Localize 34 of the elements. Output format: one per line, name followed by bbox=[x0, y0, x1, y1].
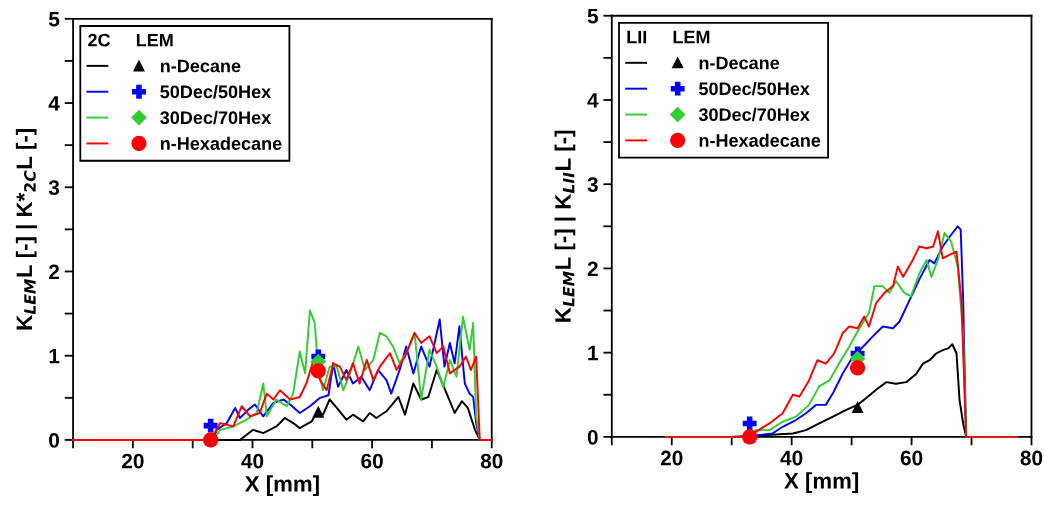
x-tick-label: 60 bbox=[900, 450, 923, 466]
y-tick-label: 1 bbox=[49, 348, 60, 364]
x-tick-label: 80 bbox=[1020, 450, 1043, 466]
x-axis-title: X [mm] bbox=[784, 472, 859, 493]
y-tick-label: 5 bbox=[587, 8, 599, 24]
y-axis-title: K$_{LEM}$L [-] | K$_{LII}$L [-] bbox=[554, 130, 576, 322]
y-tick-label: 3 bbox=[587, 177, 598, 192]
legend-label: 30Dec/70Hex bbox=[160, 110, 272, 125]
y-tick-label: 5 bbox=[48, 12, 60, 27]
legend-label: n-Decane bbox=[699, 56, 780, 70]
y-tick-label: 2 bbox=[587, 261, 598, 276]
y-tick-label: 1 bbox=[588, 345, 599, 361]
x-tick-label: 40 bbox=[780, 450, 803, 466]
y-tick-label: 3 bbox=[48, 180, 60, 196]
y-axis-title: K$_{LEM}$L [-] | K*$_{2C}$L [-] bbox=[15, 129, 37, 330]
x-tick-label: 20 bbox=[660, 450, 683, 466]
x-tick-label: 20 bbox=[122, 453, 144, 469]
legend-label: 30Dec/70Hex bbox=[698, 107, 810, 122]
y-tick-label: 0 bbox=[49, 432, 60, 448]
y-tick-label: 2 bbox=[49, 264, 60, 280]
y-tick-label: 4 bbox=[587, 93, 599, 108]
x-tick-label: 80 bbox=[480, 453, 503, 469]
y-tick-label: 4 bbox=[48, 96, 60, 111]
x-tick-label: 40 bbox=[241, 453, 264, 469]
x-axis-title: X [mm] bbox=[244, 475, 319, 497]
legend-label: n-Decane bbox=[160, 59, 241, 73]
legend-label: 50Dec/50Hex bbox=[160, 84, 272, 99]
y-tick-label: 0 bbox=[587, 429, 598, 445]
legend-label: n-Hexadecane bbox=[699, 133, 821, 147]
legend-label: n-Hexadecane bbox=[160, 136, 282, 150]
legend-label: 50Dec/50Hex bbox=[699, 81, 810, 96]
legend-title: LII LEM bbox=[627, 30, 710, 44]
legend-title: 2C LEM bbox=[88, 33, 173, 47]
x-tick-label: 60 bbox=[361, 453, 383, 469]
